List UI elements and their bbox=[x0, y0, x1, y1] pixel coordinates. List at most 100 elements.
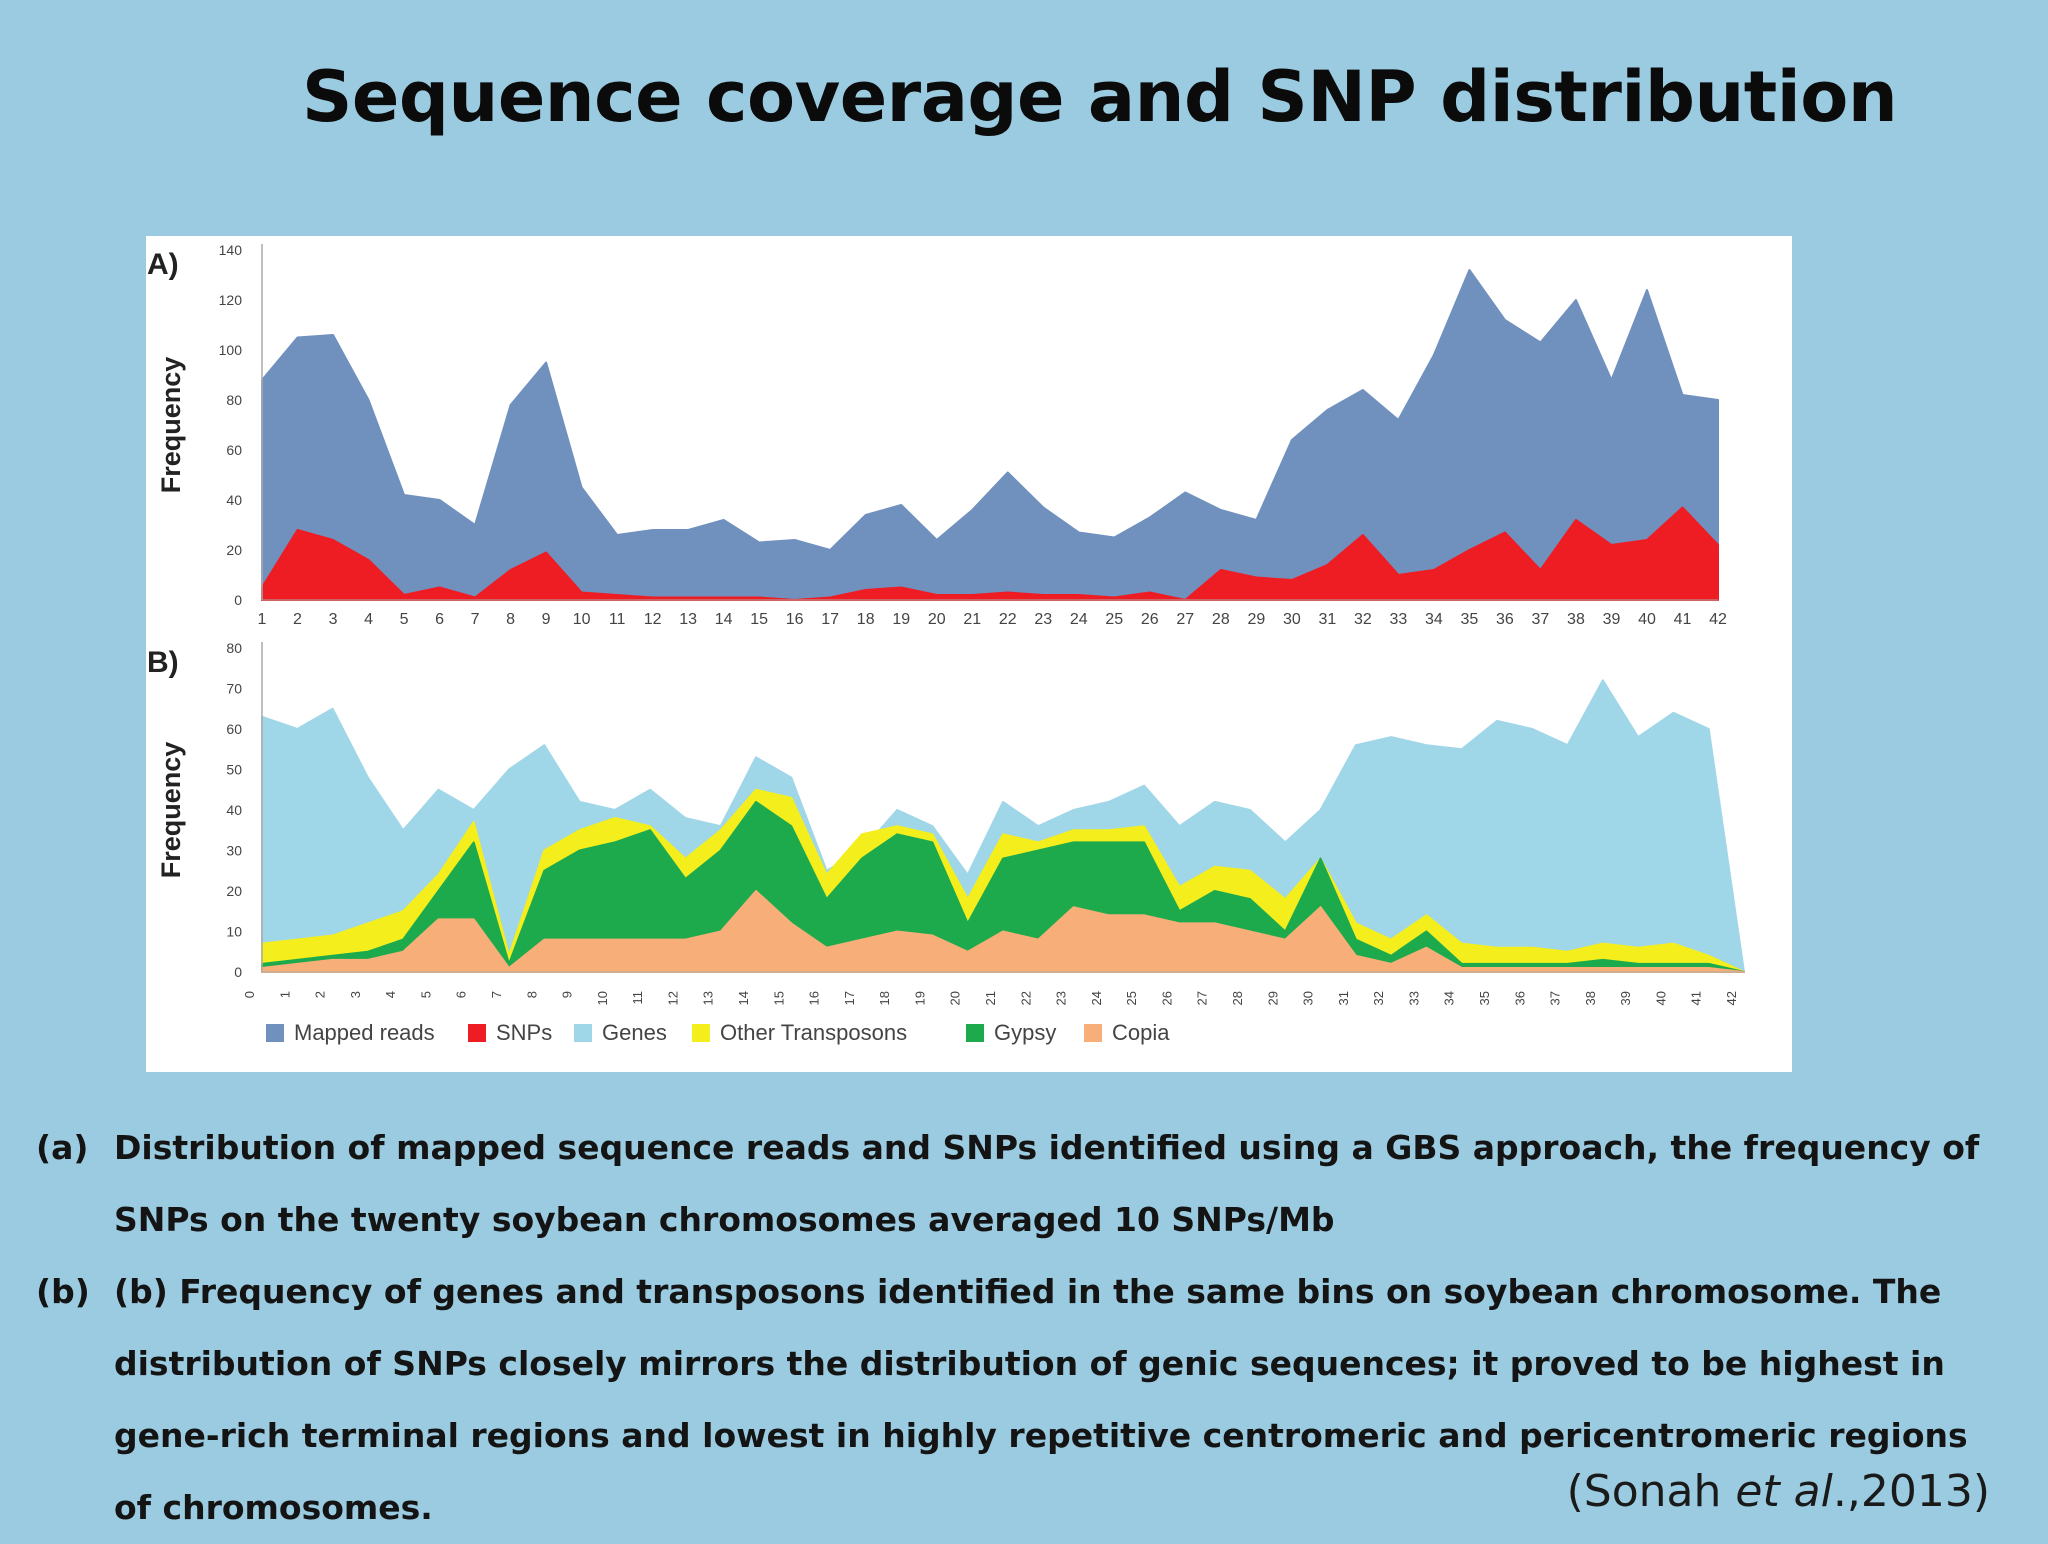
y-tick-label: 80 bbox=[226, 640, 242, 656]
x-tick-label: 25 bbox=[1124, 991, 1139, 1005]
x-tick-label: 33 bbox=[1389, 611, 1407, 628]
x-tick-label: 0 bbox=[242, 991, 257, 998]
x-tick-label: 23 bbox=[1054, 991, 1069, 1005]
x-tick-label: 28 bbox=[1212, 611, 1230, 628]
x-tick-label: 29 bbox=[1247, 611, 1265, 628]
x-tick-label: 24 bbox=[1089, 991, 1104, 1005]
y-tick-label: 40 bbox=[226, 802, 242, 818]
x-tick-label: 26 bbox=[1141, 611, 1159, 628]
x-tick-label: 19 bbox=[912, 991, 927, 1005]
chart-legend: Mapped reads SNPs Genes Other Transposons Gy… bbox=[266, 1020, 1170, 1045]
x-tick-label: 19 bbox=[892, 611, 910, 628]
x-tick-label: 36 bbox=[1512, 991, 1527, 1005]
x-tick-label: 17 bbox=[842, 991, 857, 1005]
legend-swatch-gypsy bbox=[966, 1024, 984, 1042]
x-tick-label: 11 bbox=[630, 991, 645, 1005]
x-tick-label: 12 bbox=[644, 611, 662, 628]
y-tick-label: 60 bbox=[226, 442, 242, 458]
x-tick-label: 9 bbox=[542, 611, 551, 628]
x-tick-label: 31 bbox=[1336, 991, 1351, 1005]
x-tick-label: 34 bbox=[1425, 611, 1443, 628]
x-tick-label: 37 bbox=[1532, 611, 1550, 628]
x-tick-label: 42 bbox=[1709, 611, 1727, 628]
x-tick-label: 21 bbox=[983, 991, 998, 1005]
caption-a-label: (a) bbox=[36, 1128, 89, 1167]
series-snps-area bbox=[261, 506, 1719, 601]
x-tick-label: 4 bbox=[383, 991, 398, 998]
x-tick-label: 36 bbox=[1496, 611, 1514, 628]
x-tick-label: 2 bbox=[293, 611, 302, 628]
x-tick-label: 35 bbox=[1477, 991, 1492, 1005]
x-tick-label: 30 bbox=[1301, 991, 1316, 1005]
x-tick-label: 15 bbox=[750, 611, 768, 628]
x-tick-label: 1 bbox=[258, 611, 267, 628]
caption-a-text: Distribution of mapped sequence reads an… bbox=[114, 1128, 1980, 1239]
x-tick-label: 32 bbox=[1371, 991, 1386, 1005]
caption-b-text: (b) Frequency of genes and transposons i… bbox=[114, 1272, 1968, 1527]
x-tick-label: 39 bbox=[1603, 611, 1621, 628]
x-tick-label: 18 bbox=[877, 991, 892, 1005]
caption-b-label: (b) bbox=[36, 1272, 90, 1311]
x-tick-label: 22 bbox=[1018, 991, 1033, 1005]
x-tick-label: 11 bbox=[609, 611, 626, 628]
legend-label-genes: Genes bbox=[602, 1020, 667, 1045]
x-tick-label: 39 bbox=[1618, 991, 1633, 1005]
x-tick-label: 5 bbox=[418, 991, 433, 998]
legend-swatch-genes bbox=[574, 1024, 592, 1042]
citation-open: (Sonah bbox=[1566, 1466, 1736, 1517]
legend-label-copia: Copia bbox=[1112, 1020, 1170, 1045]
x-tick-label: 6 bbox=[435, 611, 444, 628]
x-tick-label: 18 bbox=[857, 611, 875, 628]
x-tick-label: 23 bbox=[1034, 611, 1052, 628]
x-tick-label: 34 bbox=[1442, 991, 1457, 1005]
x-tick-label: 29 bbox=[1265, 991, 1280, 1005]
x-tick-label: 5 bbox=[400, 611, 409, 628]
series-mapped-reads-area bbox=[261, 269, 1719, 601]
y-tick-label: 60 bbox=[226, 721, 242, 737]
x-tick-label: 1 bbox=[277, 991, 292, 998]
y-tick-label: 140 bbox=[219, 242, 243, 258]
y-tick-label: 40 bbox=[226, 492, 242, 508]
x-tick-label: 6 bbox=[454, 991, 469, 998]
x-tick-label: 12 bbox=[665, 991, 680, 1005]
x-tick-label: 38 bbox=[1583, 991, 1598, 1005]
x-tick-label: 41 bbox=[1689, 991, 1704, 1005]
x-tick-label: 13 bbox=[679, 611, 697, 628]
y-tick-label: 70 bbox=[226, 681, 242, 697]
y-tick-label: 80 bbox=[226, 392, 242, 408]
caption-b-row: (b) (b) Frequency of genes and transposo… bbox=[36, 1256, 2016, 1544]
x-tick-label: 40 bbox=[1638, 611, 1656, 628]
legend-label-other-transposons: Other Transposons bbox=[720, 1020, 907, 1045]
x-tick-label: 28 bbox=[1230, 991, 1245, 1005]
citation: (Sonah et al.,2013) bbox=[1567, 1466, 1990, 1517]
x-tick-label: 13 bbox=[701, 991, 716, 1005]
legend-label-gypsy: Gypsy bbox=[994, 1020, 1056, 1045]
x-tick-label: 27 bbox=[1195, 991, 1210, 1005]
y-tick-label: 0 bbox=[234, 592, 242, 608]
x-tick-label: 24 bbox=[1070, 611, 1088, 628]
y-tick-label: 10 bbox=[226, 924, 242, 940]
panel-label: A) bbox=[147, 248, 179, 281]
legend-label-mapped-reads: Mapped reads bbox=[294, 1020, 435, 1045]
x-tick-label: 16 bbox=[786, 611, 804, 628]
y-tick-label: 20 bbox=[226, 542, 242, 558]
legend-swatch-other-transposons bbox=[692, 1024, 710, 1042]
legend-swatch-snps bbox=[468, 1024, 486, 1042]
x-tick-label: 7 bbox=[489, 991, 504, 998]
y-tick-label: 20 bbox=[226, 883, 242, 899]
legend-label-snps: SNPs bbox=[496, 1020, 552, 1045]
y-axis-label: Frequency bbox=[156, 742, 186, 879]
x-tick-label: 26 bbox=[1159, 991, 1174, 1005]
panel-label: B) bbox=[147, 646, 179, 679]
x-tick-label: 16 bbox=[807, 991, 822, 1005]
x-tick-label: 40 bbox=[1653, 991, 1668, 1005]
figure-caption: (a) Distribution of mapped sequence read… bbox=[36, 1112, 2016, 1544]
y-tick-label: 0 bbox=[234, 964, 242, 980]
x-tick-label: 33 bbox=[1406, 991, 1421, 1005]
x-tick-label: 21 bbox=[963, 611, 981, 628]
y-tick-label: 50 bbox=[226, 762, 242, 778]
x-tick-label: 25 bbox=[1105, 611, 1123, 628]
